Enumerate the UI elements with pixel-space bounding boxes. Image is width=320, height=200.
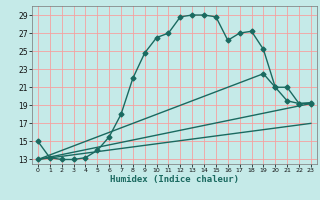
X-axis label: Humidex (Indice chaleur): Humidex (Indice chaleur) [110, 175, 239, 184]
